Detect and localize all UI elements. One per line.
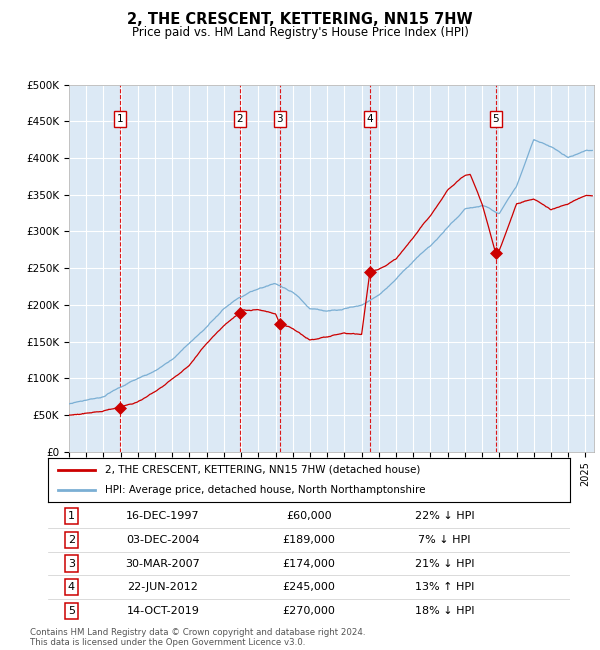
Text: 22-JUN-2012: 22-JUN-2012 bbox=[127, 582, 198, 592]
Text: 5: 5 bbox=[493, 114, 499, 124]
Text: £60,000: £60,000 bbox=[286, 512, 332, 521]
Text: Price paid vs. HM Land Registry's House Price Index (HPI): Price paid vs. HM Land Registry's House … bbox=[131, 26, 469, 39]
Text: 4: 4 bbox=[68, 582, 75, 592]
Text: 3: 3 bbox=[277, 114, 283, 124]
Text: 2: 2 bbox=[68, 535, 75, 545]
Text: 03-DEC-2004: 03-DEC-2004 bbox=[126, 535, 200, 545]
Text: 13% ↑ HPI: 13% ↑ HPI bbox=[415, 582, 475, 592]
Text: £245,000: £245,000 bbox=[283, 582, 335, 592]
Text: 30-MAR-2007: 30-MAR-2007 bbox=[125, 558, 200, 569]
Text: 16-DEC-1997: 16-DEC-1997 bbox=[126, 512, 200, 521]
Text: 21% ↓ HPI: 21% ↓ HPI bbox=[415, 558, 475, 569]
Text: £189,000: £189,000 bbox=[283, 535, 335, 545]
Text: 5: 5 bbox=[68, 606, 75, 616]
Text: HPI: Average price, detached house, North Northamptonshire: HPI: Average price, detached house, Nort… bbox=[106, 485, 426, 495]
Text: 7% ↓ HPI: 7% ↓ HPI bbox=[418, 535, 471, 545]
Text: 1: 1 bbox=[116, 114, 123, 124]
Text: 2: 2 bbox=[236, 114, 243, 124]
Text: 14-OCT-2019: 14-OCT-2019 bbox=[127, 606, 199, 616]
Text: 22% ↓ HPI: 22% ↓ HPI bbox=[415, 512, 475, 521]
Text: 4: 4 bbox=[367, 114, 373, 124]
Text: £174,000: £174,000 bbox=[283, 558, 335, 569]
Text: 3: 3 bbox=[68, 558, 75, 569]
Text: 2, THE CRESCENT, KETTERING, NN15 7HW (detached house): 2, THE CRESCENT, KETTERING, NN15 7HW (de… bbox=[106, 465, 421, 474]
Text: This data is licensed under the Open Government Licence v3.0.: This data is licensed under the Open Gov… bbox=[30, 638, 305, 647]
Text: 1: 1 bbox=[68, 512, 75, 521]
Text: Contains HM Land Registry data © Crown copyright and database right 2024.: Contains HM Land Registry data © Crown c… bbox=[30, 628, 365, 637]
Text: 2, THE CRESCENT, KETTERING, NN15 7HW: 2, THE CRESCENT, KETTERING, NN15 7HW bbox=[127, 12, 473, 27]
Text: £270,000: £270,000 bbox=[283, 606, 335, 616]
Text: 18% ↓ HPI: 18% ↓ HPI bbox=[415, 606, 475, 616]
